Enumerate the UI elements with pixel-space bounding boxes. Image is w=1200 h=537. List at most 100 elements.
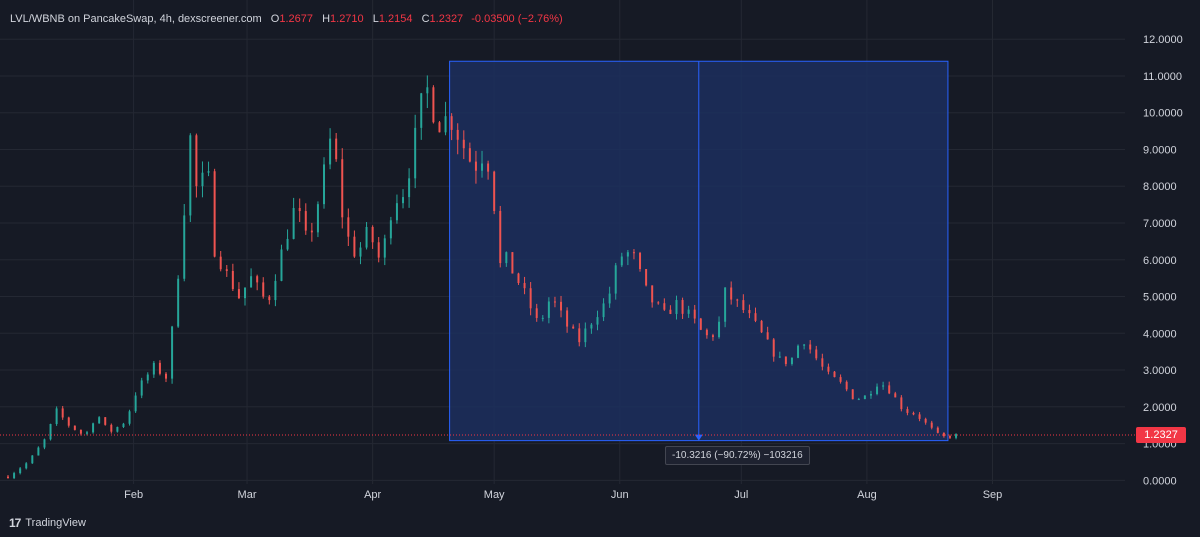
candle-body [256,276,259,283]
candle-body [146,374,149,381]
candle-body [608,293,611,304]
candle-body [177,278,180,327]
candle-body [365,226,368,248]
y-tick-label: 6.0000 [1143,255,1177,267]
candle-body [936,427,939,433]
candle-body [797,345,800,358]
candle-body [493,171,496,211]
candle-body [79,429,82,434]
candle-body [189,135,192,216]
y-tick-label: 11.0000 [1143,71,1182,83]
price-axis[interactable]: 12.0000 11.0000 10.0000 9.0000 8.0000 7.0000 6… [1143,34,1183,487]
candle-body [237,289,240,299]
candle-body [815,349,818,359]
candle-body [711,335,714,338]
x-tick-label: Feb [124,489,143,501]
candle-body [553,301,556,303]
candle-body [900,397,903,410]
candle-body [310,230,313,233]
candle-body [304,211,307,231]
candle-body [274,280,277,301]
low-label: L [372,13,379,25]
candle-body [693,309,696,319]
candle-body [98,417,101,424]
candle-body [7,476,9,479]
candle-body [918,414,921,419]
candle-body [663,303,666,310]
candle-body [760,320,763,333]
candle-body [432,87,435,123]
candle-body [389,220,392,239]
time-axis[interactable]: Feb Mar Apr May Jun Jul Aug Sep [124,489,1002,501]
candle-body [924,418,927,423]
candle-body [383,238,386,258]
candle-body [748,309,751,314]
candle-body [207,171,210,173]
candle-body [250,276,253,288]
candle-body [894,393,897,398]
y-tick-label: 12.0000 [1143,34,1183,46]
candle-body [803,344,806,346]
candle-body [353,236,356,257]
candle-body [620,256,623,266]
candle-body [766,332,769,340]
candle-body [37,447,40,456]
candle-body [614,265,617,294]
candle-body [468,148,471,162]
candle-body [61,408,64,418]
candle-body [930,422,933,428]
candle-body [67,417,70,426]
candle-body [104,417,107,425]
candle-body [566,310,569,327]
candle-body [572,326,575,329]
y-tick-label: 9.0000 [1143,144,1177,156]
candle-body [371,226,374,243]
x-tick-label: Mar [238,489,257,501]
candle-body [444,116,447,133]
y-tick-label: 3.0000 [1143,365,1177,377]
y-tick-label: 4.0000 [1143,328,1177,340]
open-label: O [270,13,280,25]
candle-body [827,366,830,372]
footer-brand[interactable]: 17 TradingView [9,516,86,530]
candle-body [529,288,532,309]
candle-body [948,436,951,438]
candle-body [450,116,453,130]
candle-body [49,423,52,440]
candle-body [171,326,174,379]
candle-body [414,127,417,179]
x-tick-label: Apr [364,489,381,501]
candle-body [92,423,95,433]
candle-body [426,87,429,94]
candle-body [742,300,745,310]
candle-body [657,302,660,304]
candle-body [772,339,775,357]
candle-body [851,389,854,400]
y-tick-label: 8.0000 [1143,181,1177,193]
candle-body [590,324,593,329]
candle-body [487,163,490,172]
candle-body [377,242,380,258]
candle-body [183,215,186,279]
candle-body [86,432,89,434]
candle-body [128,411,131,424]
high-label: H [322,13,331,25]
candle-body [778,356,781,358]
tradingview-logo-icon: 17 [9,516,21,530]
candle-body [560,301,563,311]
candle-body [280,249,283,281]
candle-body [523,283,526,289]
candle-body [882,385,885,387]
candle-body [420,93,423,128]
candle-body [116,426,119,432]
candle-body [408,178,411,198]
candle-body [347,217,350,237]
x-tick-label: Aug [857,489,877,501]
candle-body [912,412,915,415]
candle-body [669,309,672,314]
x-tick-label: Sep [983,489,1003,501]
candle-body [505,252,508,264]
chart-legend-header: LVL/WBNB on PancakeSwap, 4h, dexscreener… [10,13,563,25]
candle-body [681,300,684,314]
